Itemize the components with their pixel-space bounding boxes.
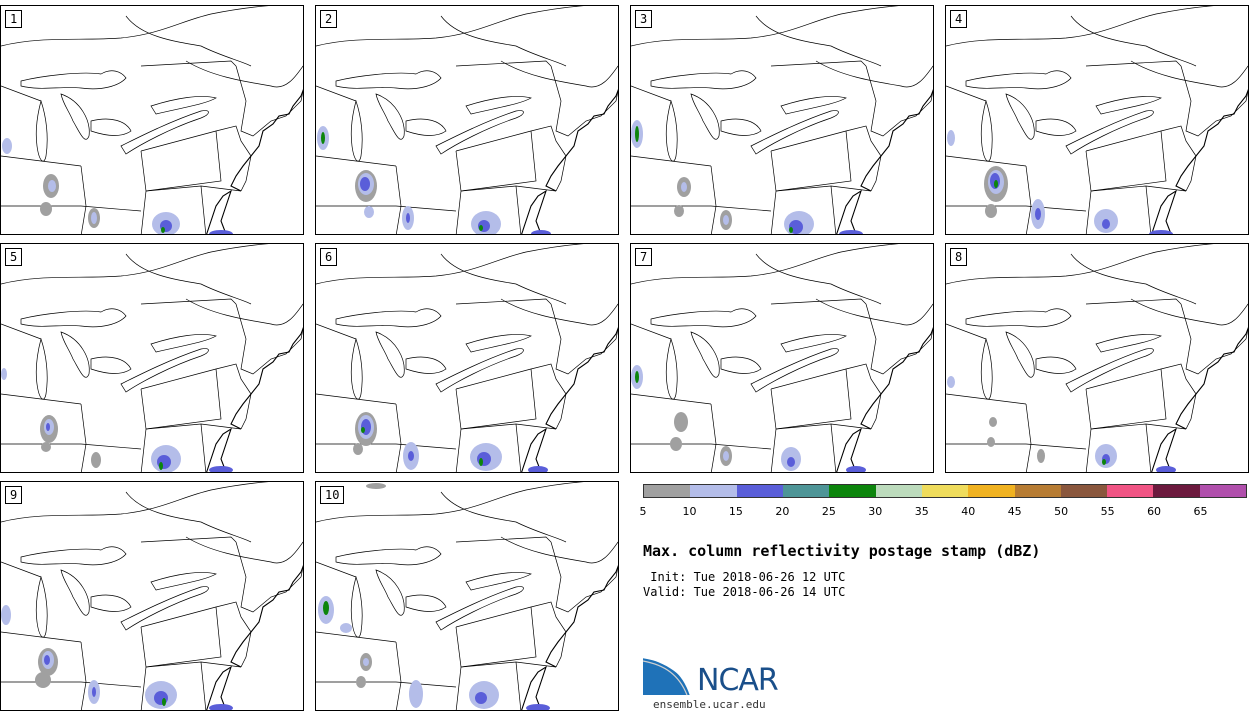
panel-number: 2 xyxy=(320,10,338,28)
colorbar-segment xyxy=(968,485,1015,497)
colorbar-tick-label: 10 xyxy=(682,505,697,518)
colorbar-tick-label: 20 xyxy=(775,505,790,518)
colorbar-tick-label: 5 xyxy=(639,505,647,518)
reflectivity-map xyxy=(946,244,1248,472)
reflectivity-map xyxy=(631,6,933,234)
plot-title: Max. column reflectivity postage stamp (… xyxy=(643,542,1041,560)
stamp-panel-2: 2 xyxy=(315,5,619,235)
panel-number: 1 xyxy=(5,10,23,28)
panel-number: 8 xyxy=(950,248,968,266)
reflectivity-map xyxy=(1,6,303,234)
ncar-logo-icon xyxy=(643,655,693,696)
colorbar-segment xyxy=(829,485,876,497)
stamp-panel-9: 9 xyxy=(0,481,304,711)
stamp-panel-4: 4 xyxy=(945,5,1249,235)
colorbar-segment xyxy=(1060,485,1108,497)
panel-number: 6 xyxy=(320,248,338,266)
panel-number: 5 xyxy=(5,248,23,266)
colorbar-tick-label: 60 xyxy=(1147,505,1162,518)
panel-number: 9 xyxy=(5,486,23,504)
stamp-panel-3: 3 xyxy=(630,5,934,235)
colorbar-tick-label: 30 xyxy=(868,505,883,518)
colorbar-tick-label: 40 xyxy=(961,505,976,518)
panel-number: 4 xyxy=(950,10,968,28)
colorbar-tick-label: 65 xyxy=(1193,505,1208,518)
stamp-panel-8: 8 xyxy=(945,243,1249,473)
stamp-panel-10: 10 xyxy=(315,481,619,711)
stamp-panel-5: 5 xyxy=(0,243,304,473)
reflectivity-map xyxy=(1,244,303,472)
colorbar-segment xyxy=(1014,485,1061,497)
init-time: Init: Tue 2018-06-26 12 UTC xyxy=(643,570,846,584)
colorbar-segment xyxy=(736,485,783,497)
panel-number: 10 xyxy=(320,486,345,504)
colorbar-segment xyxy=(921,485,969,497)
colorbar-segment xyxy=(782,485,830,497)
colorbar-tick-label: 50 xyxy=(1054,505,1069,518)
panel-number: 7 xyxy=(635,248,653,266)
stamp-panel-1: 1 xyxy=(0,5,304,235)
valid-time: Valid: Tue 2018-06-26 14 UTC xyxy=(643,585,846,599)
reflectivity-map xyxy=(316,6,618,234)
colorbar-tick-label: 55 xyxy=(1100,505,1115,518)
colorbar-tick-label: 35 xyxy=(914,505,929,518)
colorbar-tick-label: 45 xyxy=(1007,505,1022,518)
reflectivity-map xyxy=(946,6,1248,234)
colorbar-segment xyxy=(1153,485,1200,497)
ncar-logo-text: NCAR xyxy=(697,663,779,698)
reflectivity-colorbar xyxy=(643,484,1247,498)
colorbar-segment xyxy=(1199,485,1247,497)
stamp-panel-7: 7 xyxy=(630,243,934,473)
reflectivity-map xyxy=(316,244,618,472)
website-url[interactable]: ensemble.ucar.edu xyxy=(653,698,766,711)
reflectivity-map xyxy=(316,482,618,710)
colorbar-segment xyxy=(875,485,922,497)
stamp-panel-6: 6 xyxy=(315,243,619,473)
reflectivity-map xyxy=(631,244,933,472)
colorbar-segment xyxy=(1107,485,1154,497)
reflectivity-map xyxy=(1,482,303,710)
colorbar-tick-label: 25 xyxy=(821,505,836,518)
colorbar-ticks: 5 10 15 20 25 30 35 40 45 50 55 60 65 xyxy=(639,505,1247,519)
colorbar-tick-label: 15 xyxy=(728,505,743,518)
colorbar-segment xyxy=(644,485,691,497)
panel-number: 3 xyxy=(635,10,653,28)
colorbar-segment xyxy=(690,485,737,497)
